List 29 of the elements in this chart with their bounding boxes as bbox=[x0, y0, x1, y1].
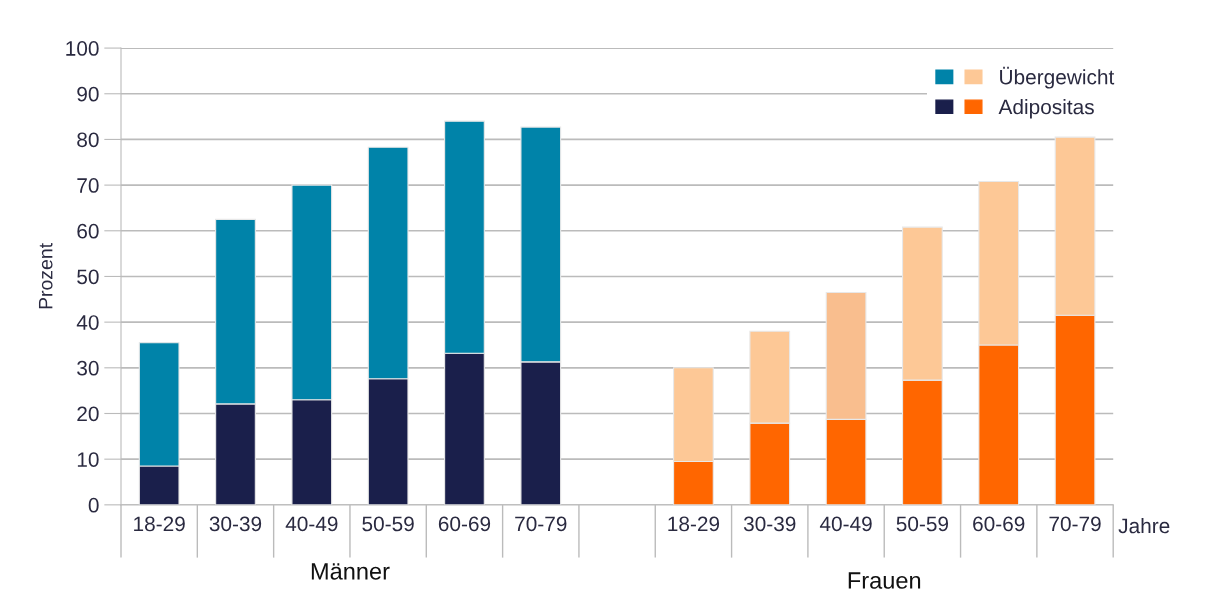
x-tick-label: 60-69 bbox=[438, 516, 491, 532]
y-tick-label: 70 bbox=[77, 178, 99, 193]
x-tick-label: 70-79 bbox=[1049, 516, 1101, 532]
x-tick-label: 30-39 bbox=[209, 516, 262, 532]
y-tick-label: 90 bbox=[77, 86, 99, 102]
y-axis-title: Prozent bbox=[38, 243, 53, 309]
text: Frauen bbox=[848, 572, 921, 589]
y-tick-label: 30 bbox=[77, 360, 99, 376]
legend-label: Adipositas bbox=[998, 99, 1094, 119]
x-tick-label: 60-69 bbox=[973, 516, 1025, 532]
x-tick-label: 50-59 bbox=[362, 516, 414, 532]
y-tick-label: 50 bbox=[77, 269, 99, 285]
x-tick-label: 18-29 bbox=[668, 516, 720, 532]
x-tick-label: 50-59 bbox=[896, 516, 949, 532]
legend-label: Übergewicht bbox=[1000, 66, 1115, 89]
text: Männer bbox=[311, 563, 390, 580]
x-tick-label: 30-39 bbox=[743, 516, 796, 532]
x-tick-label: 18-29 bbox=[134, 516, 185, 532]
y-tick-label: 0 bbox=[88, 497, 99, 513]
y-tick-label: 60 bbox=[77, 223, 99, 239]
y-tick-label: 20 bbox=[77, 406, 99, 422]
x-tick-label: 40-49 bbox=[285, 516, 338, 532]
y-tick-label: 40 bbox=[76, 315, 99, 330]
x-tick-label: 70-79 bbox=[515, 516, 567, 532]
y-tick-label: 80 bbox=[77, 132, 99, 148]
x-tick-label: 40-49 bbox=[819, 516, 872, 532]
y-tick-label: 10 bbox=[77, 452, 99, 467]
y-tick-label: 100 bbox=[66, 41, 99, 56]
x-axis-title: Jahre bbox=[1118, 517, 1170, 534]
